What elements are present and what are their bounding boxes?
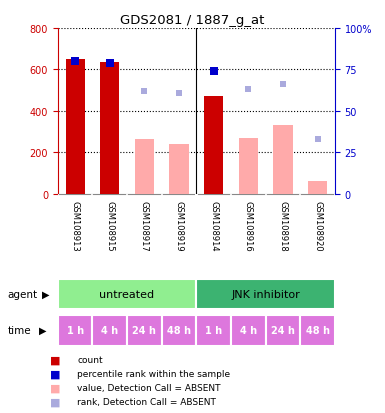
Text: GSM108913: GSM108913: [70, 201, 80, 252]
Text: untreated: untreated: [99, 289, 155, 299]
Text: 24 h: 24 h: [271, 325, 295, 335]
Bar: [58, 315, 92, 346]
Text: GSM108916: GSM108916: [244, 201, 253, 252]
Text: ■: ■: [50, 397, 60, 407]
Text: ■: ■: [50, 355, 60, 365]
Text: 1 h: 1 h: [67, 325, 84, 335]
Bar: [135, 140, 154, 194]
Bar: [308, 182, 327, 194]
Bar: [58, 280, 196, 309]
Bar: [92, 315, 127, 346]
Bar: [100, 63, 119, 194]
Text: JNK inhibitor: JNK inhibitor: [231, 289, 300, 299]
Text: rank, Detection Call = ABSENT: rank, Detection Call = ABSENT: [77, 397, 216, 406]
Bar: [127, 315, 162, 346]
Bar: [300, 315, 335, 346]
Text: value, Detection Call = ABSENT: value, Detection Call = ABSENT: [77, 384, 221, 392]
Bar: [169, 145, 189, 194]
Text: GDS2081 / 1887_g_at: GDS2081 / 1887_g_at: [120, 14, 265, 27]
Bar: [231, 315, 266, 346]
Text: ■: ■: [50, 383, 60, 393]
Bar: [65, 60, 85, 194]
Text: GSM108919: GSM108919: [174, 201, 184, 251]
Text: GSM108920: GSM108920: [313, 201, 322, 251]
Text: GSM108917: GSM108917: [140, 201, 149, 252]
Bar: [239, 139, 258, 194]
Text: 4 h: 4 h: [240, 325, 257, 335]
Bar: [196, 315, 231, 346]
Text: percentile rank within the sample: percentile rank within the sample: [77, 370, 230, 378]
Text: GSM108914: GSM108914: [209, 201, 218, 251]
Text: ■: ■: [50, 369, 60, 379]
Text: GSM108918: GSM108918: [278, 201, 288, 252]
Text: agent: agent: [8, 289, 38, 299]
Bar: [196, 280, 335, 309]
Text: time: time: [8, 325, 31, 335]
Text: 4 h: 4 h: [101, 325, 118, 335]
Bar: [273, 126, 293, 194]
Bar: [162, 315, 196, 346]
Text: 24 h: 24 h: [132, 325, 156, 335]
Text: ▶: ▶: [42, 289, 50, 299]
Bar: [204, 97, 223, 194]
Bar: [266, 315, 300, 346]
Text: 48 h: 48 h: [167, 325, 191, 335]
Text: 48 h: 48 h: [306, 325, 330, 335]
Text: ▶: ▶: [38, 325, 46, 335]
Text: count: count: [77, 356, 103, 365]
Text: 1 h: 1 h: [205, 325, 222, 335]
Text: GSM108915: GSM108915: [105, 201, 114, 251]
